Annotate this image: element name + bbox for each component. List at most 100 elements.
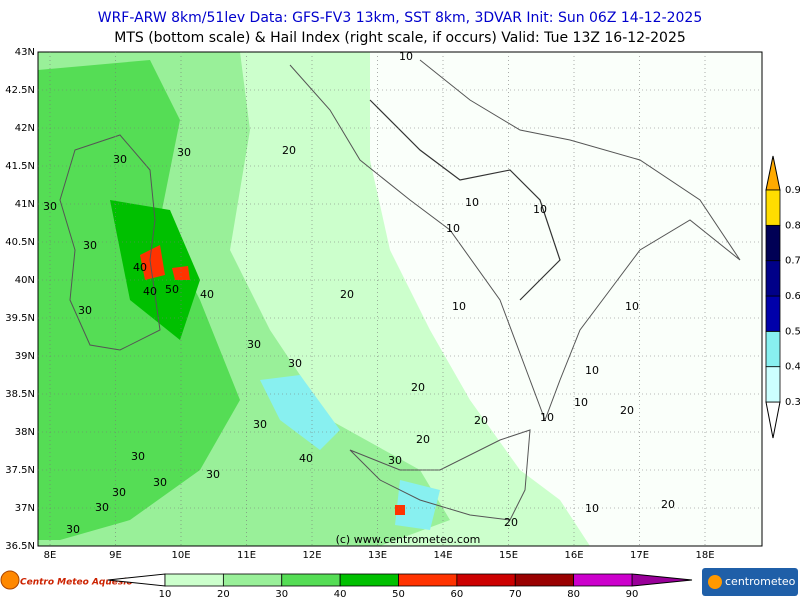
contour-label: 20 [411,381,425,394]
lon-label: 9E [109,550,122,561]
scale-segment [573,573,633,587]
lat-label: 40.5N [5,237,35,248]
contour-label: 20 [474,414,488,427]
contour-label: 20 [282,144,296,157]
contour-label: 10 [452,300,466,313]
contour-label: 40 [200,288,214,301]
contour-label: 30 [78,304,92,317]
contour-label: 40 [133,261,147,274]
lat-label: 36.5N [5,541,35,552]
scale-segment [765,366,781,403]
contour-label: 30 [66,523,80,536]
mts-tick-label: 80 [567,589,580,600]
lat-label: 38.5N [5,389,35,400]
scale-segment [164,573,224,587]
header-line1: WRF-ARW 8km/51lev Data: GFS-FV3 13km, SS… [98,10,703,26]
scale-segment [222,573,283,587]
contour-label: 30 [247,338,261,351]
scale-high-arrow [765,155,781,191]
map-frame [37,51,763,547]
lat-label: 41N [15,199,35,210]
copyright: (c) www.centrometeo.com [336,533,481,546]
logo-left: Centro Meteo Aquesio [0,570,133,590]
mts-50-60 [395,505,405,515]
lon-label: 10E [171,550,190,561]
lon-label: 16E [564,550,583,561]
logo-icon [708,575,722,589]
lon-label: 11E [237,550,256,561]
lat-label: 37.5N [5,465,35,476]
scale-segment [765,189,781,226]
contour-label: 40 [143,285,157,298]
mts-tick-label: 40 [334,589,347,600]
contour-label: 30 [153,476,167,489]
lat-label: 39N [15,351,35,362]
hail-tick-label: 0.8 [785,220,800,231]
region-border [369,99,561,301]
contour-label: 20 [661,498,675,511]
contour-label: 10 [585,364,599,377]
map [37,51,763,547]
contour-label: 20 [416,433,430,446]
lon-label: 8E [44,550,57,561]
contour-label: 50 [165,283,179,296]
scale-segment [514,573,575,587]
scale-segment [456,573,516,587]
contour-label: 10 [540,411,554,424]
hail-area [395,480,440,530]
hail-tick-label: 0.9 [785,185,800,196]
scale-low-arrow [765,401,781,439]
contour-label: 30 [83,239,97,252]
contour-label: 40 [299,452,313,465]
contour-label: 30 [95,501,109,514]
lon-label: 17E [630,550,649,561]
lat-label: 41.5N [5,161,35,172]
contour-label: 30 [113,153,127,166]
scale-segment [765,295,781,332]
contour-label: 20 [340,288,354,301]
lon-label: 12E [302,550,321,561]
contour-label: 10 [574,396,588,409]
hail-area [260,375,340,450]
contour-label: 10 [399,50,413,63]
coastline [59,134,161,351]
contour-label: 30 [388,454,402,467]
lat-label: 37N [15,503,35,514]
hail-tick-label: 0.5 [785,326,800,337]
mts-tick-label: 90 [626,589,639,600]
logo-right-text: centrometeo [725,575,796,588]
logo-icon [0,570,20,590]
lat-label: 42.5N [5,85,35,96]
hail-tick-label: 0.7 [785,256,800,267]
mts-tick-label: 30 [275,589,288,600]
lon-label: 14E [433,550,452,561]
logo-left-text: Centro Meteo Aquesio [20,578,133,588]
contour-label: 10 [465,196,479,209]
lon-label: 13E [368,550,387,561]
mts-tick-label: 20 [217,589,230,600]
contour-label: 30 [206,468,220,481]
hail-tick-label: 0.6 [785,291,800,302]
scale-segment [398,573,458,587]
contour-label: 30 [131,450,145,463]
scale-high-arrow [631,573,693,587]
scale-segment [281,573,341,587]
contour-label: 30 [112,486,126,499]
mts-tick-label: 50 [392,589,405,600]
contour-label: 30 [288,357,302,370]
mts-50-60 [140,245,165,280]
contour-label: 10 [625,300,639,313]
scale-segment [765,260,781,297]
contour-label: 10 [585,502,599,515]
lon-label: 15E [499,550,518,561]
lat-label: 42N [15,123,35,134]
lat-label: 43N [15,47,35,58]
logo-right: centrometeo [702,568,798,596]
lat-label: 39.5N [5,313,35,324]
contour-label: 30 [177,146,191,159]
contour-label: 20 [504,516,518,529]
hail-tick-label: 0.3 [785,397,800,408]
logo-box [702,568,798,596]
lon-label: 18E [695,550,714,561]
